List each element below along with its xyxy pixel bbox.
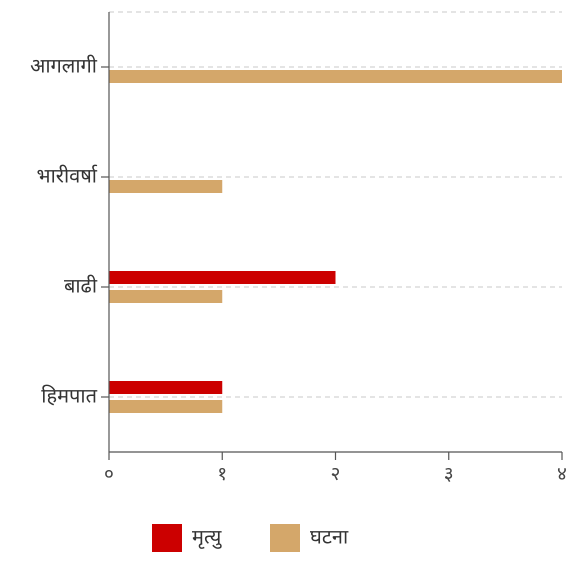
x-tick-label: ० [104, 463, 114, 485]
bar-deaths [109, 271, 336, 284]
bar-incidents [109, 70, 562, 83]
legend-swatch [152, 524, 182, 552]
bar-incidents [109, 400, 223, 413]
x-tick-label: १ [217, 463, 227, 485]
grid-lines [109, 11, 562, 398]
legend-label: मृत्यु [192, 525, 222, 550]
legend: मृत्यु घटना [152, 524, 349, 552]
category-label: बाढी [64, 274, 98, 298]
legend-label: घटना [310, 525, 349, 549]
x-tick-labels: ० १ २ ३ ४ [104, 452, 566, 485]
category-label: आगलागी [30, 54, 98, 78]
legend-swatch [270, 524, 300, 552]
category-label: हिमपात [41, 384, 97, 408]
category-labels: आगलागी भारीवर्षा बाढी हिमपात [30, 54, 109, 408]
bar-deaths [109, 381, 223, 394]
x-tick-label: ४ [557, 463, 566, 485]
category-label: भारीवर्षा [37, 164, 98, 188]
x-tick-label: ३ [444, 463, 454, 485]
bars [109, 70, 562, 413]
bar-incidents [109, 290, 223, 303]
bar-incidents [109, 180, 223, 193]
x-tick-label: २ [331, 463, 341, 485]
